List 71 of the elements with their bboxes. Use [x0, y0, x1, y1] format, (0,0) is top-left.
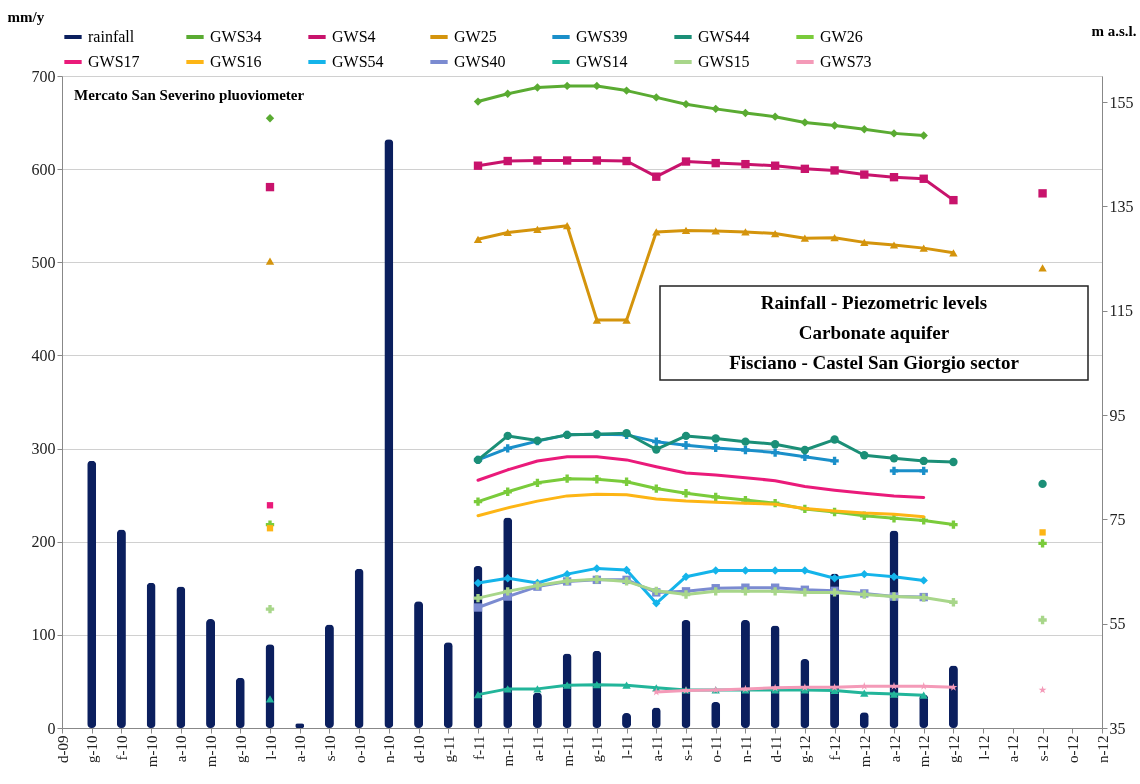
y-tick-label: 400 [31, 346, 56, 364]
x-tick-label: m-10 [143, 735, 160, 768]
x-tick-label: s-10 [321, 735, 338, 762]
legend-label: GWS14 [576, 53, 628, 70]
x-tick-label: m-11 [559, 735, 576, 767]
legend-label: GWS39 [576, 28, 628, 45]
annotation: Mercato San Severino pluoviometer [74, 87, 305, 103]
x-tick-label: l-11 [619, 735, 636, 760]
y2-tick-label: 55 [1109, 615, 1126, 633]
x-tick-label: n-10 [381, 735, 398, 763]
annotation: Carbonate aquifer [798, 322, 950, 343]
legend-label: GWS17 [88, 53, 140, 70]
x-tick-label: d-09 [54, 735, 71, 763]
x-tick-label: m-12 [916, 735, 933, 768]
y-tick-label: 300 [31, 440, 56, 458]
x-tick-label: a-10 [292, 735, 309, 763]
y-axis-title: mm/y [7, 8, 45, 25]
y-tick-label: 600 [31, 160, 56, 178]
y-tick-label: 700 [31, 67, 56, 85]
legend-label: GWS40 [454, 53, 506, 70]
legend-label: GW25 [454, 28, 497, 45]
y2-tick-label: 155 [1109, 93, 1134, 111]
x-tick-label: m-12 [856, 735, 873, 768]
x-tick-label: s-11 [678, 735, 695, 761]
x-tick-label: g-11 [589, 735, 606, 763]
y2-axis-title: m a.s.l. [1091, 22, 1137, 39]
annotation: Fisciano - Castel San Giorgio sector [729, 352, 1020, 373]
x-tick-label: f-12 [827, 735, 844, 761]
y2-tick-label: 115 [1109, 302, 1133, 320]
x-tick-label: g-10 [232, 735, 249, 763]
x-tick-label: d-10 [411, 735, 428, 763]
y2-tick-label: 95 [1109, 406, 1126, 424]
y-tick-label: 200 [31, 533, 56, 551]
x-tick-label: g-11 [440, 735, 457, 763]
x-tick-label: f-10 [113, 735, 130, 761]
x-tick-label: l-12 [975, 735, 992, 760]
legend-label: GWS4 [332, 28, 376, 45]
annotation: Rainfall - Piezometric levels [760, 292, 988, 313]
x-tick-label: m-10 [203, 735, 220, 768]
legend-label: GWS15 [698, 53, 750, 70]
x-tick-label: f-11 [470, 735, 487, 760]
x-tick-label: a-11 [648, 735, 665, 762]
x-tick-label: n-12 [1094, 735, 1111, 763]
legend-label: GWS54 [332, 53, 384, 70]
y-tick-label: 0 [47, 719, 56, 737]
y-tick-label: 100 [31, 626, 56, 644]
y-tick-label: 500 [31, 253, 56, 271]
legend-label: GW26 [820, 28, 863, 45]
x-tick-label: s-12 [1035, 735, 1052, 762]
x-tick-label: o-11 [708, 735, 725, 763]
x-tick-label: a-11 [529, 735, 546, 762]
x-tick-label: g-10 [84, 735, 101, 763]
x-tick-label: o-10 [351, 735, 368, 763]
x-tick-label: a-12 [886, 735, 903, 763]
x-tick-label: a-10 [173, 735, 190, 763]
x-tick-label: a-12 [1005, 735, 1022, 763]
x-tick-label: d-11 [767, 735, 784, 763]
legend-label: rainfall [88, 28, 135, 45]
x-tick-label: m-11 [500, 735, 517, 767]
y2-tick-label: 35 [1109, 719, 1126, 737]
y2-tick-label: 135 [1109, 197, 1134, 215]
y2-tick-label: 75 [1109, 510, 1126, 528]
x-tick-label: n-11 [737, 735, 754, 763]
x-tick-label: g-12 [797, 735, 814, 763]
legend-label: GWS73 [820, 53, 872, 70]
legend-label: GWS44 [698, 28, 750, 45]
x-tick-label: g-12 [945, 735, 962, 763]
legend-label: GWS16 [210, 53, 262, 70]
x-tick-label: l-10 [262, 735, 279, 760]
legend-label: GWS34 [210, 28, 262, 45]
x-tick-label: o-12 [1064, 735, 1081, 763]
